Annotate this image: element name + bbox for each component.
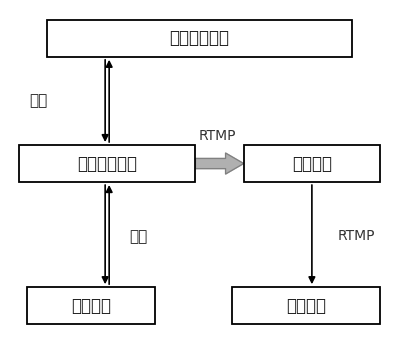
Text: 互动直播后台: 互动直播后台 [77,154,137,173]
FancyBboxPatch shape [27,287,155,324]
Text: 主播互动房间: 主播互动房间 [169,29,230,47]
Polygon shape [195,153,244,174]
FancyBboxPatch shape [19,145,195,182]
Text: RTMP: RTMP [338,229,376,243]
Text: RTMP: RTMP [199,129,236,143]
Text: 旁路观众: 旁路观众 [286,297,326,315]
Text: 上麦: 上麦 [129,229,147,244]
FancyBboxPatch shape [232,287,380,324]
FancyBboxPatch shape [244,145,380,182]
Text: 直播: 直播 [29,94,47,108]
FancyBboxPatch shape [47,20,352,57]
Text: 旁路直播: 旁路直播 [292,154,332,173]
Text: 互动观众: 互动观众 [71,297,111,315]
